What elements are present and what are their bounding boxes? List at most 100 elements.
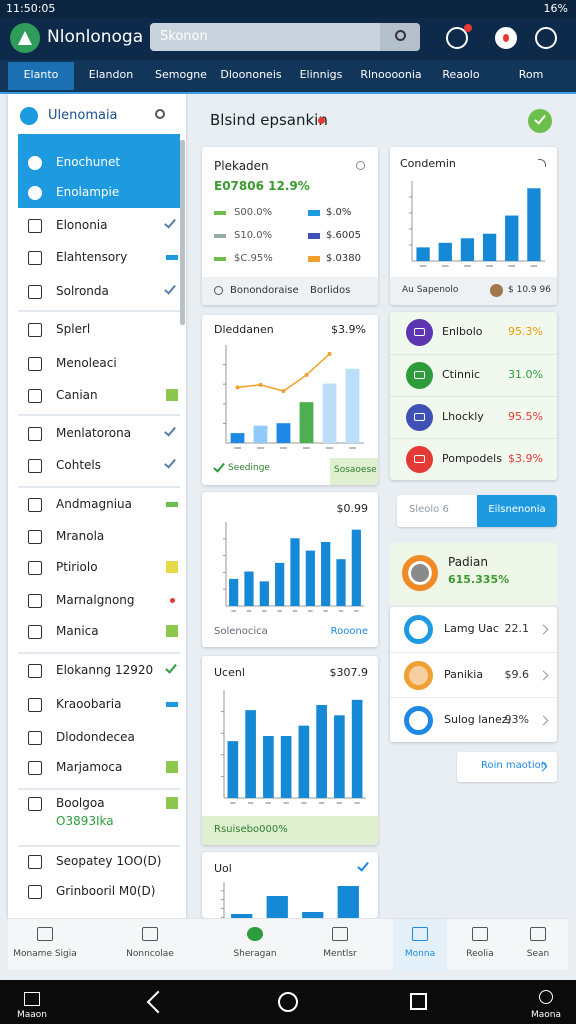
sidebar-item[interactable]: Enochunet <box>18 149 180 177</box>
list-item[interactable]: Lamg Uac 22.1 <box>390 607 557 652</box>
footer-text[interactable]: Borlidos <box>310 285 351 296</box>
tab[interactable]: Reaolo <box>428 62 494 90</box>
chevron-icon <box>538 624 549 635</box>
sidebar-item[interactable]: Seopatey 1OO(D) <box>18 848 180 876</box>
nav-item[interactable]: Sheragan <box>215 919 295 971</box>
tab[interactable]: Elandon <box>78 62 144 90</box>
list-item[interactable]: Sulog lanez, 93% <box>390 697 557 742</box>
item-label: Menoleaci <box>56 356 117 370</box>
sidebar-item[interactable]: Manica <box>18 618 180 646</box>
list-item[interactable]: Pompodels $3.9% <box>390 438 557 480</box>
x-tick <box>354 802 360 804</box>
list-item[interactable]: Ctinnic 31.0% <box>390 354 557 396</box>
tab[interactable]: Semogne <box>148 62 214 90</box>
item-icon <box>28 186 42 200</box>
sidebar-item[interactable]: Mranola <box>18 523 180 551</box>
confirm-button[interactable] <box>528 109 552 133</box>
sidebar-item[interactable]: Canian <box>18 382 180 410</box>
search-icon[interactable] <box>155 109 165 119</box>
indicator <box>170 598 175 603</box>
tab[interactable]: Dloononeis <box>218 62 284 90</box>
card-footer: Au Sapenolo $ 10.9 96 <box>390 277 557 305</box>
item-label: Dlodondecea <box>56 730 135 744</box>
nav-item[interactable]: Monna <box>393 919 447 971</box>
tab[interactable]: Rom <box>498 62 564 90</box>
home-shortcut[interactable]: Maaon <box>12 982 52 1022</box>
separator <box>18 414 180 416</box>
sidebar-item[interactable]: Ptiriolo <box>18 554 180 582</box>
item-label: Marjamoca <box>56 760 123 774</box>
header-icon[interactable] <box>535 27 557 49</box>
search-box[interactable]: Skonon <box>150 23 420 51</box>
tab[interactable]: Elinnigs <box>288 62 354 90</box>
sidebar-item[interactable]: Solronda <box>18 278 180 306</box>
chart <box>223 522 364 612</box>
tab[interactable]: Rlnoooonia <box>358 62 424 90</box>
list-item[interactable]: Lhockly 95.5% <box>390 396 557 438</box>
sidebar-item[interactable]: Andmagniua <box>18 491 180 519</box>
list-item[interactable]: Enlbolo 95.3% <box>390 312 557 354</box>
sidebar-item[interactable]: Splerl <box>18 316 180 344</box>
bar <box>334 715 345 798</box>
section-title: Blsind epsankin <box>210 111 328 129</box>
sidebar-item[interactable]: Enolampie <box>18 179 180 207</box>
segment-active[interactable]: Eilsnenonia <box>477 495 557 527</box>
item-icon <box>28 251 42 265</box>
footer-badge[interactable]: Sosaoese <box>330 458 378 485</box>
header-icon[interactable] <box>446 27 468 49</box>
nav-item[interactable]: Moname Sigia <box>5 919 85 971</box>
nav-item[interactable]: Reolia <box>440 919 520 971</box>
sidebar-item[interactable]: Menlatorona <box>18 420 180 448</box>
bar <box>280 735 292 798</box>
footer-link[interactable]: Rooone <box>330 626 368 637</box>
sidebar-item[interactable]: Elahtensory <box>18 244 180 272</box>
sidebar-item[interactable]: Marjamoca <box>18 754 180 782</box>
header-icon[interactable] <box>495 27 517 49</box>
separator <box>18 845 180 847</box>
nav-icon <box>530 927 546 941</box>
item-label: Kraoobaria <box>56 697 122 711</box>
item-icon <box>406 362 433 389</box>
sidebar-item[interactable]: Cohtels <box>18 452 180 480</box>
list-item[interactable]: Panikia $9.6 <box>390 652 557 697</box>
nav-label: Sean <box>526 949 550 959</box>
item-icon <box>28 731 42 745</box>
item-label: Elokanng 12920 <box>56 663 154 677</box>
recents-button[interactable] <box>410 993 427 1010</box>
sidebar-item[interactable]: Kraoobaria <box>18 691 180 719</box>
x-tick <box>530 265 538 267</box>
x-tick <box>318 802 325 804</box>
x-tick <box>336 802 343 804</box>
back-button[interactable] <box>146 990 170 1014</box>
sidebar-item[interactable]: Menoleaci <box>18 350 180 378</box>
nav-icon <box>539 990 553 1004</box>
segment[interactable]: Sleolo 6 <box>409 504 449 515</box>
sidebar-item[interactable]: Boolgoa O3893Ika <box>18 790 180 834</box>
system-nav-label: Maaon <box>16 1010 47 1020</box>
row-value: S00.0% <box>234 207 273 218</box>
profile-shortcut[interactable]: Maona <box>524 982 568 1022</box>
sidebar-item[interactable]: Grinbooril M0(D) <box>18 878 180 906</box>
sidebar-item[interactable]: Dlodondecea <box>18 724 180 752</box>
item-label: Ptiriolo <box>56 560 98 574</box>
indicator <box>166 702 178 707</box>
sidebar-item[interactable]: Elokanng 12920 <box>18 657 180 685</box>
sidebar-item[interactable]: Marnalgnong <box>18 587 180 615</box>
sidebar-item[interactable]: Elononia <box>18 212 180 240</box>
bar <box>229 578 239 606</box>
row-value: $.0380 <box>326 253 361 264</box>
nav-item[interactable]: Nonncolae <box>110 919 190 971</box>
home-button[interactable] <box>278 992 298 1012</box>
check-icon <box>213 460 225 473</box>
nav-icon <box>332 927 348 941</box>
bar <box>290 538 300 606</box>
nav-item[interactable]: Sean <box>498 919 576 971</box>
footer-text[interactable]: Bonondoraise <box>230 285 299 296</box>
item-value: 31.0% <box>508 368 543 381</box>
more-button[interactable]: Roin maotion <box>457 752 557 782</box>
nav-item[interactable]: Mentlsr <box>300 919 380 971</box>
tab[interactable]: Elanto <box>8 62 74 90</box>
nav-icon <box>412 927 428 941</box>
legend-swatch <box>308 233 320 239</box>
chevron-icon <box>538 670 549 681</box>
